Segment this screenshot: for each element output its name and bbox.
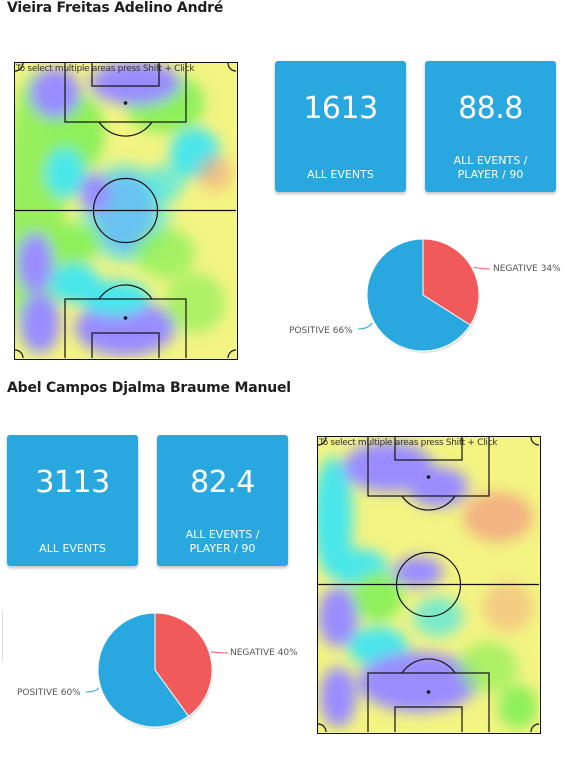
heat-blob [90,63,180,105]
heat-blob [145,165,185,201]
heat-blob [45,148,85,198]
penalty-box-bottom [64,298,187,358]
heatmap-layer [15,63,236,358]
pie-connector-positive [357,322,373,330]
heat-blob [463,492,533,542]
goal-box-bottom [91,332,160,358]
penalty-box-top [367,437,490,497]
events-per90-value: 88.8 [458,91,523,126]
pitch-markings [318,437,539,732]
penalty-spot-top [123,101,128,105]
heat-blobs [15,63,233,356]
events-per90-label-line2: PLAYER / 90 [457,168,524,181]
pie-connector-positive [85,687,100,693]
heat-blob [458,642,518,692]
events-per90-label-line1: ALL EVENTS / [453,154,528,167]
penalty-arc-top [401,495,456,511]
pie-connector-negative [211,651,229,654]
all-events-label: ALL EVENTS [39,542,106,555]
all-events-card: 1613 ALL EVENTS [275,61,406,192]
events-per90-label: ALL EVENTS / PLAYER / 90 [163,528,282,556]
corner-arc [15,63,24,72]
heatmap-layer [318,437,539,732]
pie-connector-negative [473,266,491,270]
penalty-box-bottom [367,672,490,732]
corner-arc [227,63,236,72]
goal-box-bottom [394,706,463,732]
all-events-label: ALL EVENTS [307,168,374,181]
events-per90-label-line2: PLAYER / 90 [189,542,256,555]
center-circle [395,551,462,618]
heat-blob [393,557,443,587]
heat-blob [318,587,358,647]
heat-blob [358,652,478,712]
corner-arc [530,437,539,446]
heat-blob [320,667,356,727]
corner-arc [318,437,327,446]
corner-arc [318,723,327,732]
heat-blob [20,293,60,353]
penalty-spot-bottom [123,316,128,320]
pie-slice-positive [366,238,471,352]
heat-blob [498,685,538,729]
events-per90-value: 82.4 [190,465,255,500]
heat-blob [17,233,53,293]
heatmap-pitch[interactable]: To select multiple areas press Shift + C… [14,62,238,360]
pie-slice-negative [154,612,213,717]
goal-box-top [394,437,463,461]
player-name: Abel Campos Djalma Braume Manuel [7,380,291,396]
penalty-spot-top [426,475,431,479]
heat-blob [135,228,195,278]
pitch-markings [15,63,236,358]
player-name: Vieira Freitas Adelino André [7,0,224,16]
pie-negative-label: NEGATIVE 40% [230,648,298,658]
positive-negative-pie [357,238,491,353]
heat-blob [50,223,100,263]
heat-blob [318,457,353,577]
center-circle [92,177,159,244]
heat-blobs [318,442,538,729]
divider [2,610,3,662]
goal-box-top [91,63,160,87]
all-events-value: 3113 [35,465,110,500]
penalty-spot-bottom [426,690,431,694]
positive-negative-pie [85,612,229,729]
heat-blob [483,582,533,632]
heat-blob [80,173,110,213]
pie-negative-label: NEGATIVE 34% [493,264,561,274]
pie-positive-label: POSITIVE 60% [17,688,81,698]
all-events-card: 3113 ALL EVENTS [7,435,138,566]
events-per90-label: ALL EVENTS / PLAYER / 90 [431,154,550,182]
pie-slice-positive [97,612,190,728]
heat-blob [408,467,468,507]
events-per90-card: 88.8 ALL EVENTS / PLAYER / 90 [425,61,556,192]
corner-arc [15,349,24,358]
all-events-value: 1613 [303,91,378,126]
penalty-arc-top [98,121,153,137]
heatmap-hint: To select multiple areas press Shift + C… [16,64,195,74]
corner-arc [530,723,539,732]
corner-arc [227,349,236,358]
heatmap-pitch[interactable]: To select multiple areas press Shift + C… [317,436,541,734]
heatmap-hint: To select multiple areas press Shift + C… [319,438,498,448]
pie-positive-label: POSITIVE 66% [289,326,353,336]
heat-blob [197,155,233,191]
penalty-box-top [64,63,187,123]
penalty-arc-bottom [98,284,153,300]
penalty-arc-bottom [401,658,456,674]
heat-blob [30,68,80,118]
heat-blob [80,280,150,316]
events-per90-label-line1: ALL EVENTS / [185,528,260,541]
heat-blob [165,273,225,333]
events-per90-card: 82.4 ALL EVENTS / PLAYER / 90 [157,435,288,566]
